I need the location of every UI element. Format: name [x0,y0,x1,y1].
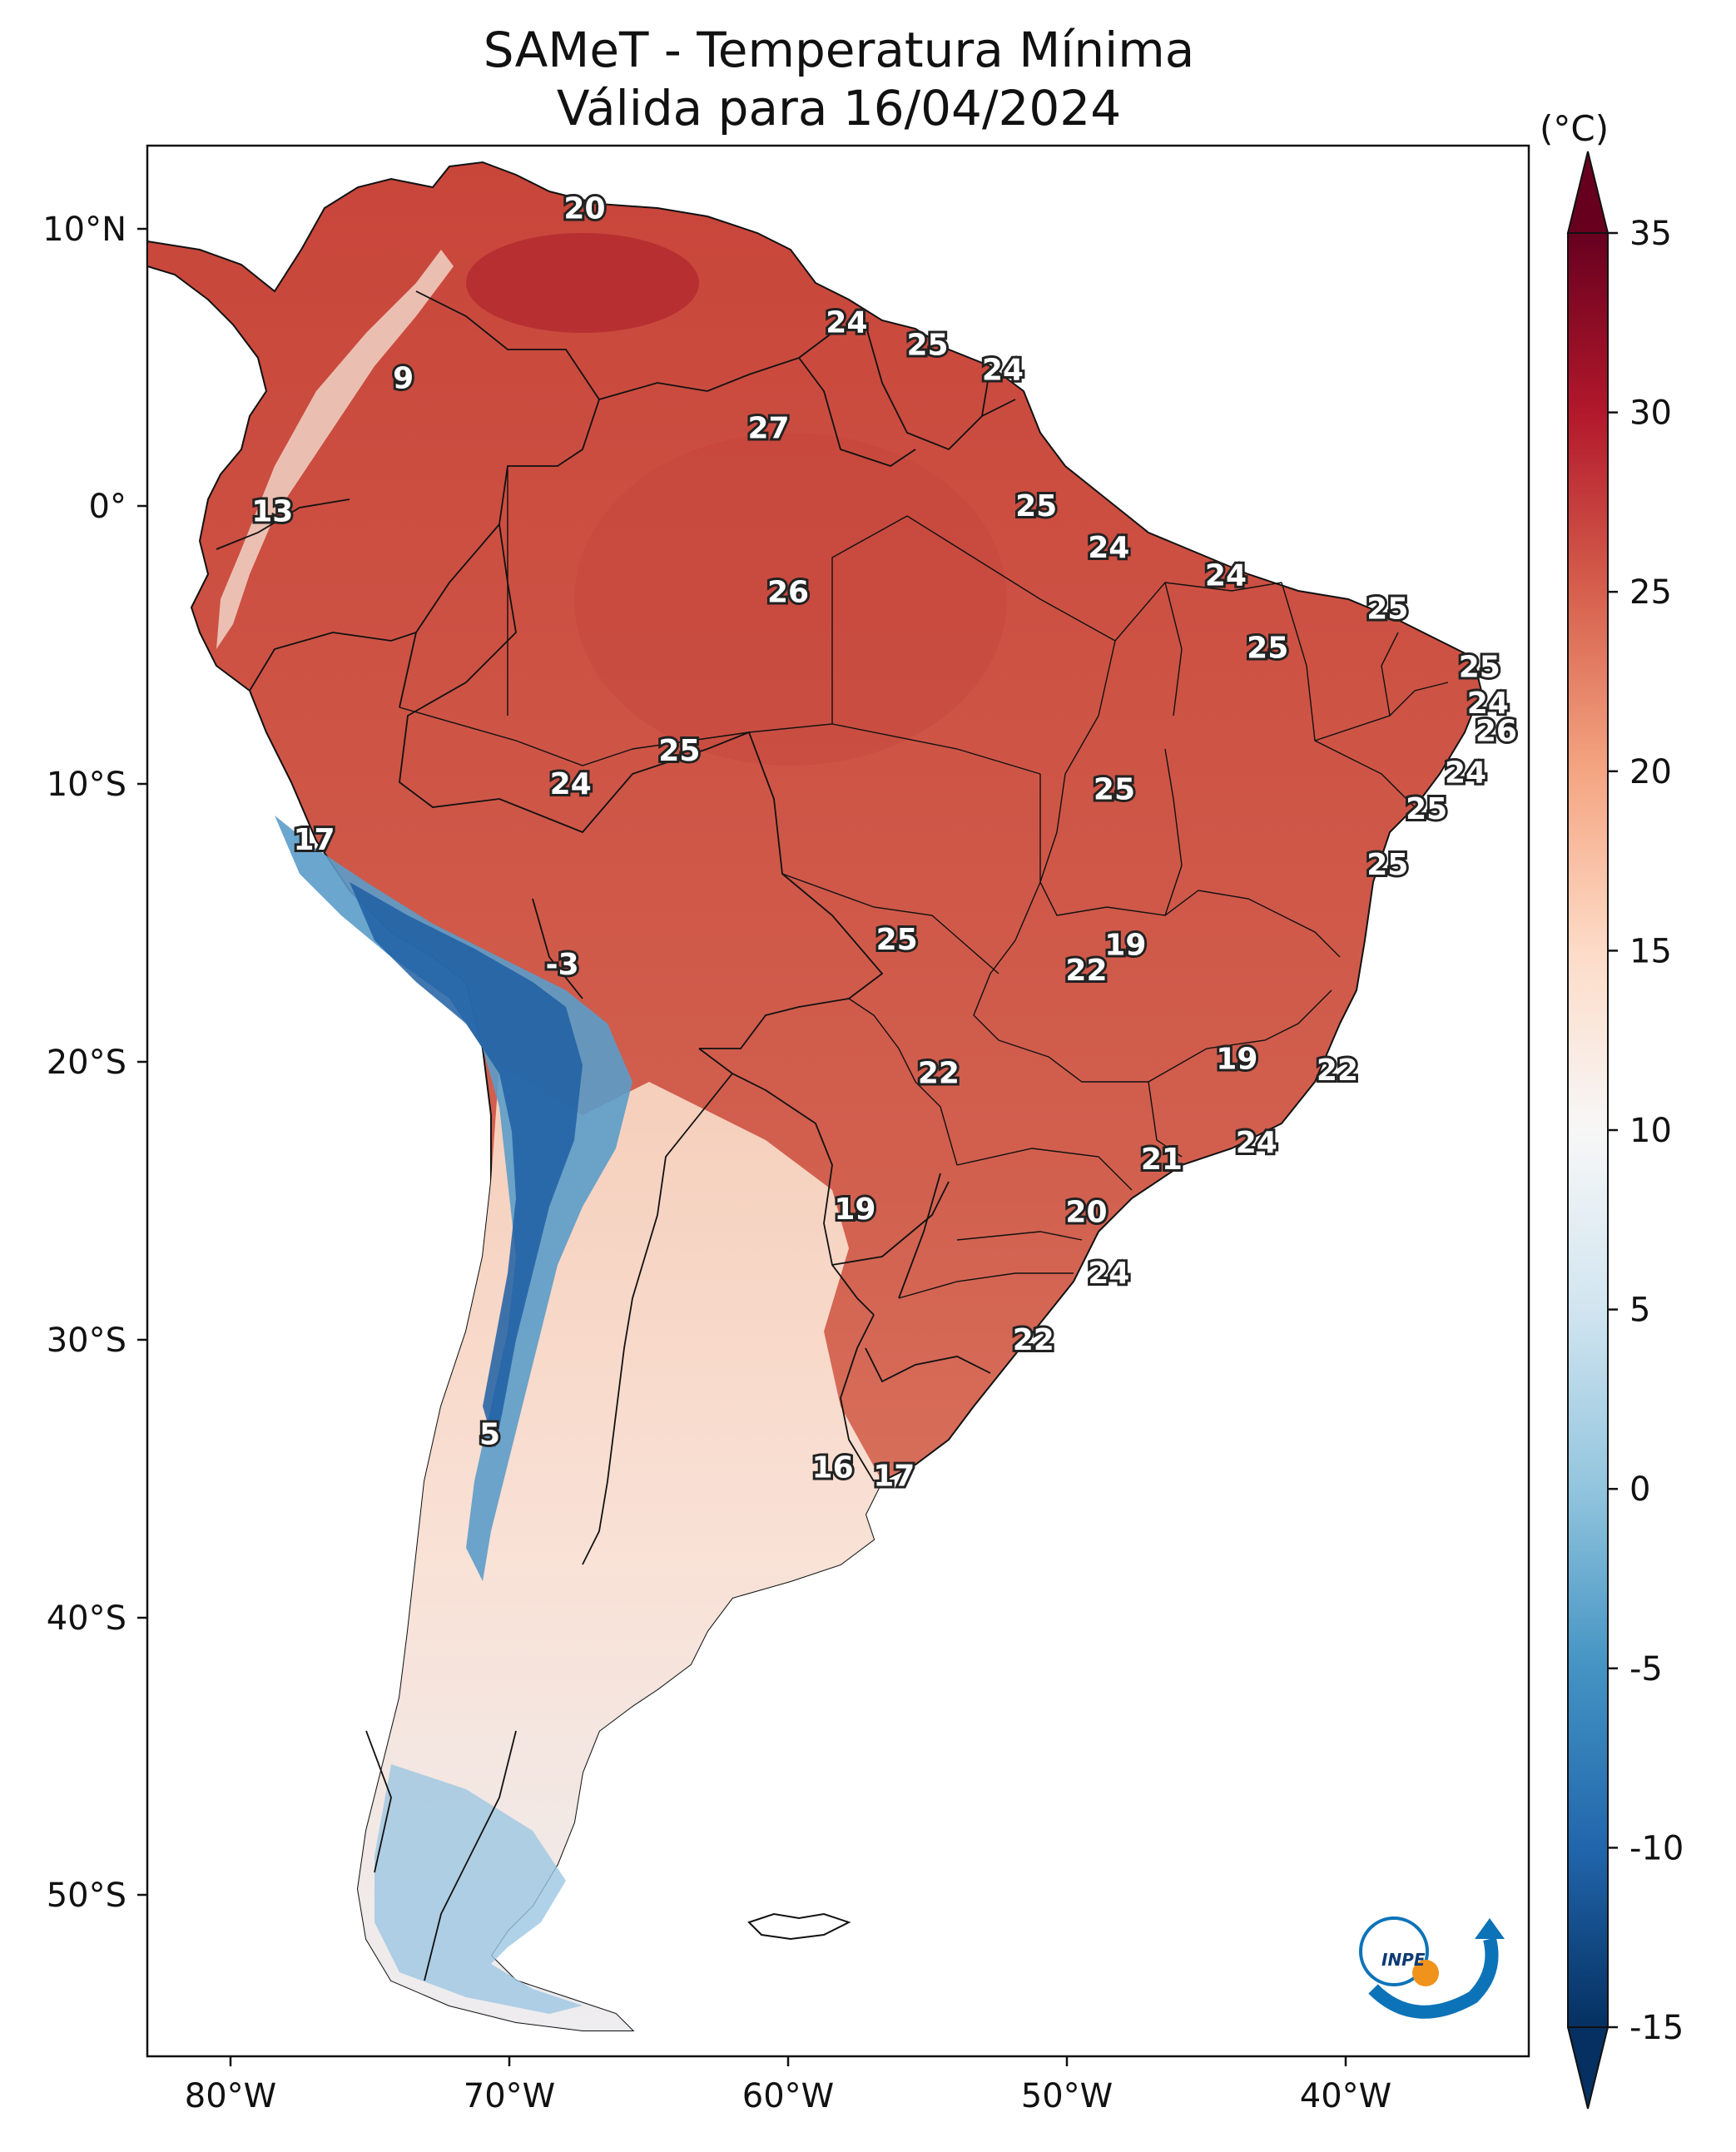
temperature-label: 20 [563,192,605,226]
temperature-label: 20 [1065,1195,1107,1229]
lat-label-30s: 30°S [47,1321,126,1360]
amazon-warm-zone [574,433,1007,766]
colorbar-tick-label: 0 [1629,1470,1650,1509]
falkland-islands [747,1912,851,1941]
colorbar-tick-label: -15 [1629,2009,1684,2047]
colorbar-tick-label: 25 [1629,573,1672,612]
inpe-logo-swoosh [1368,1937,1499,2019]
colorbar-ticks: 35 30 25 20 15 10 5 0 -5 -10 -15 [1608,215,1684,2047]
colombia-andes-zone [216,250,454,649]
colorbar-tick-label: 15 [1629,932,1672,970]
latitude-labels: 10°N 0° 10°S 20°S 30°S 40°S 50°S [42,211,126,1915]
lon-label-60w: 60°W [742,2077,834,2115]
country-borders [216,290,1016,1981]
patagonia-cool-zone [374,1764,583,2014]
lat-label-0: 0° [89,488,126,526]
lat-label-40s: 40°S [47,1599,126,1638]
andes-coldest-zone [350,882,583,1448]
inpe-logo-sun [1412,1960,1439,1986]
continent-layer [147,161,1483,2031]
temperature-label: -3 [546,948,579,982]
lat-label-50s: 50°S [47,1877,126,1915]
colorbar-tick-label: -10 [1629,1829,1684,1867]
temperature-label: 22 [918,1056,960,1090]
lon-label-80w: 80°W [185,2077,276,2115]
map-title: SAMeT - Temperatura Mínima [483,22,1195,78]
temperature-label: 24 [1205,559,1247,593]
inpe-logo-text: INPE [1381,1950,1426,1970]
temperature-label: 19 [834,1193,875,1227]
temperature-label: 25 [876,923,918,957]
temperature-label: 25 [658,734,700,768]
temperature-label: 25 [1366,593,1408,627]
temperature-label: 19 [1104,929,1146,963]
temperature-label: 26 [767,576,809,610]
lat-label-10s: 10°S [47,766,126,804]
colorbar: 35 30 25 20 15 10 5 0 -5 -10 -15 [1566,151,1684,2110]
map-subtitle: Válida para 16/04/2024 [556,80,1122,136]
temperature-label: 22 [1013,1323,1054,1357]
temperature-label: 25 [1015,489,1057,523]
temperature-label: 17 [293,823,335,857]
temperature-label: 19 [1216,1043,1257,1077]
temperature-label: 21 [1141,1143,1183,1177]
colorbar-tick-label: 30 [1629,394,1672,433]
colorbar-tick-label: 5 [1629,1292,1650,1330]
temperature-label: 24 [550,767,592,801]
temperature-label: 25 [1094,773,1135,807]
colorbar-body [1567,232,1609,2028]
inpe-logo-arrow [1475,1918,1505,1939]
colorbar-tick-label: -5 [1629,1650,1663,1688]
temperature-label: 22 [1317,1054,1358,1088]
temperature-label: 26 [1476,715,1517,749]
colorbar-tick-label: 10 [1629,1112,1672,1150]
temperature-label: 24 [1467,687,1509,721]
temperature-label: 9 [393,361,414,395]
axis-ticks [137,227,1347,2066]
lat-label-20s: 20°S [47,1044,126,1082]
temperature-label: 17 [873,1460,915,1494]
temperature-label: 24 [1088,531,1129,565]
colorbar-unit: (°C) [1540,108,1610,149]
lon-label-50w: 50°W [1021,2077,1113,2115]
temperature-label: 24 [982,353,1024,387]
state-borders [399,466,1449,1299]
temperature-label: 24 [1236,1126,1277,1160]
temperature-label: 5 [479,1418,500,1452]
longitude-labels: 80°W 70°W 60°W 50°W 40°W [185,2077,1391,2115]
temperature-label: 25 [1366,848,1408,882]
temperature-label: 25 [906,328,948,362]
temperature-label: 25 [1459,651,1500,685]
colorbar-tick-label: 20 [1629,753,1672,791]
temperature-label: 16 [812,1451,854,1485]
temperature-label: 22 [1065,954,1107,988]
colorbar-tick-label: 35 [1629,215,1672,253]
lat-label-10n: 10°N [42,211,126,249]
venezuela-hot-zone [466,233,699,333]
temperature-label: 25 [1406,792,1447,826]
temperature-label: 24 [826,306,867,340]
temperature-label: 13 [251,495,293,529]
southern-cone-region [358,1065,882,2031]
temperature-label: 24 [1445,756,1486,791]
lon-label-40w: 40°W [1300,2077,1391,2115]
lon-label-70w: 70°W [464,2077,555,2115]
temperature-label: 27 [747,411,789,445]
colorbar-extend-top [1566,151,1610,234]
inpe-logo-ring [1359,1916,1429,1986]
inpe-logo: INPE [1359,1916,1505,2019]
colorbar-extend-bottom [1566,2026,1610,2110]
temperature-label: 24 [1088,1257,1129,1291]
temperature-label: 25 [1247,631,1288,665]
